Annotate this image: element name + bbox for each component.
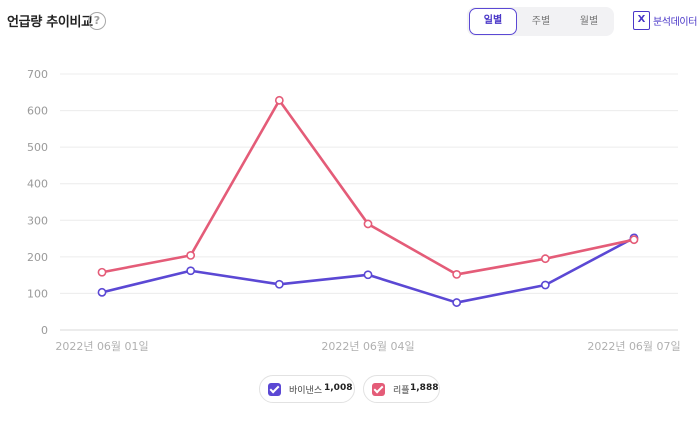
data-point bbox=[540, 254, 550, 264]
tab-daily[interactable]: 일별 bbox=[469, 8, 517, 35]
series-line bbox=[101, 99, 635, 276]
data-point bbox=[97, 287, 107, 297]
legend-series-total: 1,008 bbox=[324, 383, 353, 393]
y-tick-label: 700 bbox=[27, 68, 48, 81]
series-line bbox=[101, 236, 635, 304]
chart-title: 언급량 추이비교 bbox=[7, 15, 93, 30]
legend-item-binance[interactable]: 바이낸스 1,008 bbox=[259, 375, 355, 403]
x-tick-label: 2022년 06월 01일 bbox=[55, 339, 148, 353]
y-tick-label: 100 bbox=[27, 287, 48, 300]
tab-weekly[interactable]: 주별 bbox=[531, 16, 551, 27]
data-point bbox=[363, 270, 373, 280]
checkbox-icon[interactable] bbox=[372, 383, 385, 396]
data-point bbox=[363, 219, 373, 229]
tab-monthly[interactable]: 월별 bbox=[579, 16, 599, 27]
legend-series-total: 1,888 bbox=[410, 383, 439, 393]
y-tick-label: 200 bbox=[27, 251, 48, 264]
chart-series bbox=[97, 95, 639, 307]
data-point bbox=[274, 95, 284, 105]
legend-item-ripple[interactable]: 리플 1,888 bbox=[363, 375, 440, 403]
series-1 bbox=[97, 233, 639, 307]
legend-series-name: 리플 bbox=[393, 386, 410, 396]
data-point bbox=[452, 270, 462, 279]
y-tick-label: 300 bbox=[27, 214, 48, 227]
y-axis-ticks: 0 100 200 300 400 500 600 700 bbox=[27, 68, 48, 337]
y-tick-label: 400 bbox=[27, 178, 48, 191]
excel-icon: X bbox=[633, 11, 650, 30]
data-point bbox=[540, 280, 550, 290]
data-point bbox=[186, 266, 196, 276]
series-2 bbox=[97, 95, 639, 279]
data-point bbox=[97, 267, 107, 277]
header: 언급량 추이비교 ? 일별 주별 월별 X 분석데이터 bbox=[0, 0, 700, 44]
data-point bbox=[186, 250, 196, 260]
x-tick-label: 2022년 06월 07일 bbox=[587, 339, 680, 353]
y-tick-label: 500 bbox=[27, 141, 48, 154]
period-toggle: 일별 주별 월별 bbox=[467, 7, 614, 36]
data-point bbox=[274, 279, 284, 289]
legend-series-name: 바이낸스 bbox=[289, 386, 323, 396]
x-axis-ticks: 2022년 06월 01일 2022년 06월 04일 2022년 06월 07일 bbox=[55, 339, 680, 353]
export-data-label: 분석데이터 bbox=[653, 17, 698, 28]
data-point bbox=[629, 235, 639, 245]
y-tick-label: 600 bbox=[27, 105, 48, 118]
data-point bbox=[452, 298, 462, 307]
checkbox-icon[interactable] bbox=[268, 383, 281, 396]
y-tick-label: 0 bbox=[41, 324, 48, 337]
x-tick-label: 2022년 06월 04일 bbox=[321, 339, 414, 353]
chart-grid bbox=[60, 73, 678, 331]
help-icon[interactable]: ? bbox=[88, 12, 106, 30]
